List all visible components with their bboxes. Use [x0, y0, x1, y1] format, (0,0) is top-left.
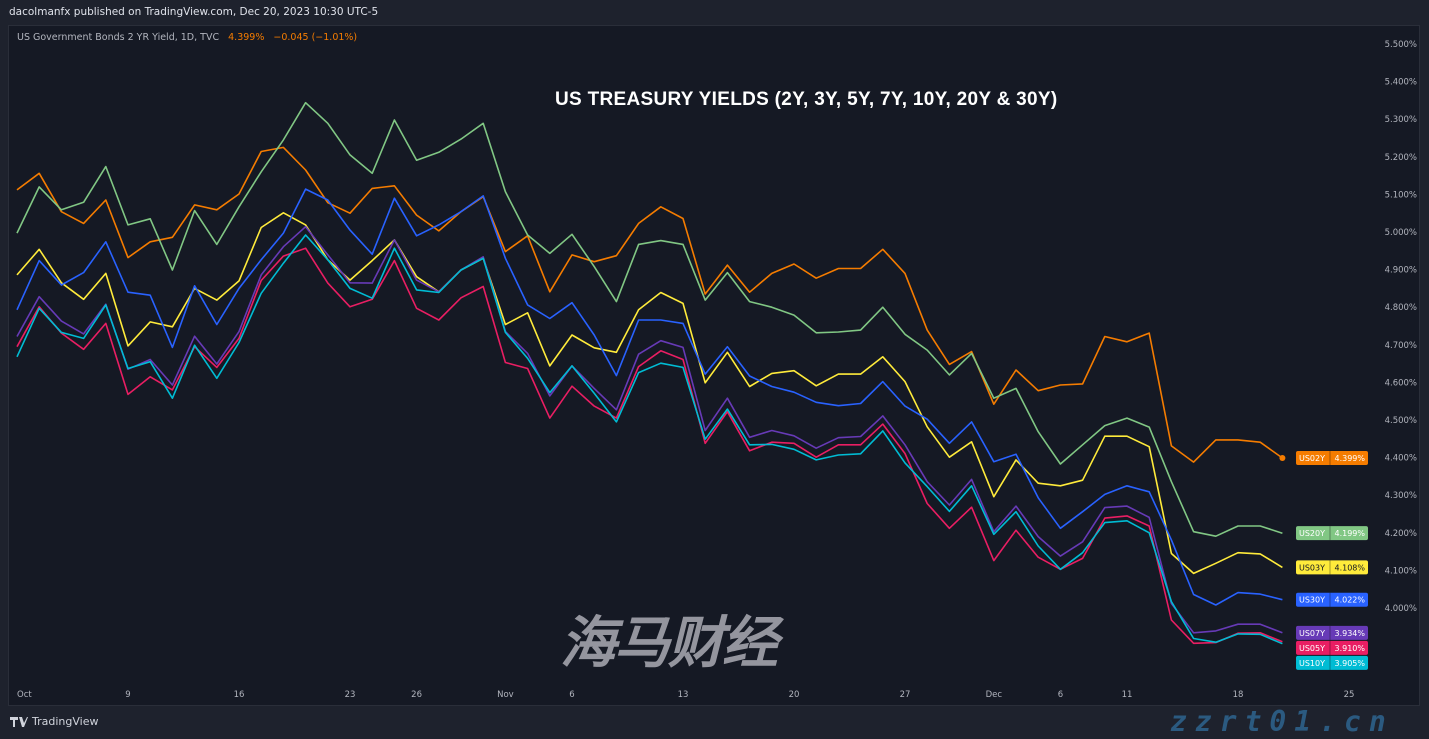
publish-info: dacolmanfx published on TradingView.com,… [9, 6, 379, 18]
x-tick-label: 16 [234, 690, 245, 700]
last-price: 4.399% [228, 32, 265, 43]
series-line-us02y [16, 146, 1283, 463]
price-label-name: US03Y [1299, 563, 1325, 572]
x-tick-label: Dec [986, 690, 1003, 700]
price-change: −0.045 (−1.01%) [273, 32, 358, 43]
y-tick-label: 4.500% [1385, 416, 1417, 426]
series-line-us07y [16, 225, 1283, 634]
y-tick-label: 5.300% [1385, 115, 1417, 125]
price-label-name: US05Y [1299, 644, 1325, 653]
price-label-value: 4.022% [1334, 596, 1365, 605]
symbol-name: US Government Bonds 2 YR Yield, 1D, TVC [17, 32, 220, 43]
x-tick-label: 23 [345, 690, 356, 700]
x-tick-label: 27 [900, 690, 911, 700]
series-line-us10y [16, 234, 1283, 645]
price-label-us03y [1296, 560, 1368, 575]
y-tick-label: 5.500% [1385, 40, 1417, 50]
chart-title: US TREASURY YIELDS (2Y, 3Y, 5Y, 7Y, 10Y,… [555, 89, 1058, 110]
series-line-us03y [16, 212, 1283, 575]
footer-brand: TradingView [32, 715, 99, 728]
x-tick-label: 18 [1233, 690, 1244, 700]
x-tick-label: 25 [1344, 690, 1355, 700]
price-label-value: 3.905% [1334, 659, 1365, 668]
price-label-us05y [1296, 640, 1368, 655]
last-value-dot [1279, 454, 1286, 461]
y-tick-label: 4.600% [1385, 378, 1417, 388]
x-tick-label: 11 [1122, 690, 1133, 700]
tradingview-logo-icon [10, 716, 28, 727]
price-label-value: 3.910% [1334, 644, 1365, 653]
y-tick-label: 4.100% [1385, 566, 1417, 576]
chart-pane[interactable] [8, 25, 1420, 706]
price-label-value: 4.399% [1334, 454, 1365, 463]
price-label-value: 4.108% [1334, 563, 1365, 572]
price-label-value: 4.199% [1334, 529, 1365, 538]
tradingview-logo[interactable]: TradingView [10, 715, 98, 728]
price-label-name: US20Y [1299, 529, 1325, 538]
y-tick-label: 4.200% [1385, 529, 1417, 539]
price-label-name: US02Y [1299, 454, 1325, 463]
price-label-us02y [1296, 450, 1368, 465]
x-tick-label: 9 [125, 690, 130, 700]
x-tick-label: 13 [678, 690, 689, 700]
x-tick-label: Nov [497, 690, 514, 700]
x-tick-label: 26 [411, 690, 422, 700]
price-label-us10y [1296, 655, 1368, 670]
x-tick-label: 6 [1058, 690, 1063, 700]
watermark-site: zzrt01.cn [1170, 705, 1394, 738]
y-tick-label: 5.400% [1385, 78, 1417, 88]
y-tick-label: 5.000% [1385, 228, 1417, 238]
x-tick-label: 20 [789, 690, 800, 700]
price-label-us20y [1296, 526, 1368, 541]
y-tick-label: 4.400% [1385, 454, 1417, 464]
price-label-us07y [1296, 625, 1368, 640]
y-tick-label: 5.200% [1385, 153, 1417, 163]
y-tick-label: 5.100% [1385, 190, 1417, 200]
price-label-name: US07Y [1299, 629, 1325, 638]
y-tick-label: 4.800% [1385, 303, 1417, 313]
series-line-us20y [16, 101, 1283, 538]
y-tick-label: 4.300% [1385, 491, 1417, 501]
y-tick-label: 4.900% [1385, 266, 1417, 276]
series-line-us05y [16, 247, 1283, 645]
price-label-name: US30Y [1299, 596, 1325, 605]
x-tick-label: Oct [17, 690, 32, 700]
y-tick-label: 4.000% [1385, 604, 1417, 614]
x-tick-label: 6 [569, 690, 574, 700]
price-label-value: 3.934% [1334, 629, 1365, 638]
price-label-name: US10Y [1299, 659, 1325, 668]
symbol-legend: US Government Bonds 2 YR Yield, 1D, TVC … [17, 32, 357, 43]
y-tick-label: 4.700% [1385, 341, 1417, 351]
series-line-us30y [16, 188, 1283, 606]
price-label-us30y [1296, 592, 1368, 607]
watermark-cn: 海马财经 [560, 611, 778, 676]
